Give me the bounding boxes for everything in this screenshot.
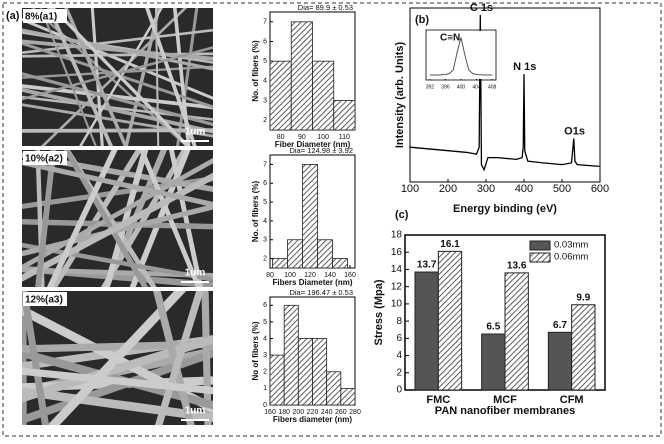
y-tick-label: 12 — [391, 281, 403, 292]
bar — [334, 101, 355, 131]
bar — [291, 22, 312, 130]
value-label: 13.7 — [417, 260, 437, 271]
x-tick-label: 404 — [472, 84, 481, 90]
y-tick-label: 6 — [396, 333, 402, 344]
x-tick-label: 408 — [488, 84, 497, 90]
bar — [313, 339, 327, 405]
bar — [284, 305, 298, 405]
legend-label: 0.06mm — [554, 252, 588, 263]
value-label: 6.5 — [486, 322, 500, 333]
y-tick-label: 14 — [391, 264, 403, 275]
y-axis-label: No. of fibers (%) — [251, 181, 260, 243]
x-axis-label: PAN nanofiber membranes — [435, 405, 575, 417]
y-tick-label: 3 — [263, 352, 267, 359]
annotation: Dia= 196.47 ± 0.53 — [289, 288, 353, 297]
x-tick-label: 600 — [591, 183, 609, 195]
y-tick-label: 0 — [263, 402, 267, 409]
scale-label: 1um — [185, 127, 206, 138]
y-tick-label: 2 — [263, 255, 267, 262]
y-tick-label: 16 — [391, 247, 403, 258]
value-label: 6.7 — [553, 320, 567, 331]
y-axis-label: Stress (Mpa) — [373, 279, 385, 345]
x-axis-label: Fibers diameter (nm) — [273, 415, 352, 424]
y-tick-label: 6 — [263, 180, 267, 187]
bar — [298, 339, 312, 405]
inset-title: C≡N — [440, 33, 460, 44]
bar — [327, 372, 341, 405]
x-tick-label: 300 — [477, 183, 495, 195]
bar — [548, 332, 571, 390]
x-tick-label: 200 — [439, 183, 457, 195]
y-tick-label: 5 — [263, 199, 267, 206]
bar — [273, 259, 288, 268]
scale-label: 1um — [185, 268, 206, 279]
bar — [415, 272, 438, 390]
bar — [572, 305, 595, 390]
legend-swatch — [530, 253, 550, 262]
y-axis-label: No of fibers (%) — [251, 321, 260, 380]
bar — [303, 164, 318, 268]
x-axis-label: Fibers Diameter (nm) — [272, 278, 352, 287]
x-tick-label: 396 — [441, 84, 450, 90]
y-tick-label: 4 — [396, 350, 402, 361]
peak-label: C 1s — [470, 2, 493, 14]
image-label: 10%(a2) — [25, 154, 63, 165]
y-tick-label: 10 — [391, 299, 403, 310]
y-tick-label: 18 — [391, 230, 403, 241]
y-tick-label: 1 — [263, 385, 267, 392]
peak-label: N 1s — [513, 61, 536, 73]
image-label: 8%(a1) — [25, 12, 57, 23]
y-tick-label: 7 — [263, 19, 267, 26]
value-label: 13.6 — [507, 261, 527, 272]
image-label: 12%(a3) — [25, 295, 63, 306]
y-tick-label: 0 — [396, 385, 402, 396]
y-tick-label: 2 — [396, 367, 402, 378]
fiber — [205, 281, 208, 435]
y-tick-label: 4 — [263, 335, 267, 342]
x-axis-label: Energy binding (eV) — [453, 203, 557, 215]
y-tick-label: 4 — [263, 78, 267, 85]
y-tick-label: 6 — [263, 38, 267, 45]
x-tick-label: 400 — [457, 84, 466, 90]
x-tick-label: 400 — [515, 183, 533, 195]
x-tick-label: 392 — [426, 84, 435, 90]
bar — [318, 240, 333, 268]
y-tick-label: 3 — [263, 237, 267, 244]
bar — [313, 61, 334, 130]
x-tick-label: 500 — [553, 183, 571, 195]
y-tick-label: 2 — [263, 117, 267, 124]
y-tick-label: 7 — [263, 161, 267, 168]
panel-label: (c) — [395, 209, 409, 221]
value-label: 9.9 — [576, 292, 590, 303]
y-axis-label: No. of fibers (%) — [251, 40, 260, 102]
bar — [270, 61, 291, 130]
y-tick-label: 2 — [263, 369, 267, 376]
legend-swatch — [530, 241, 550, 250]
annotation: Dia= 89.9 ± 0.53 — [298, 3, 353, 12]
bar — [341, 388, 355, 405]
y-tick-label: 3 — [263, 97, 267, 104]
bar — [438, 251, 461, 390]
annotation: Dia= 124.98 ± 3.92 — [289, 146, 353, 155]
x-tick-label: 100 — [401, 183, 419, 195]
panel-label: (a) — [6, 10, 20, 22]
y-tick-label: 6 — [263, 302, 267, 309]
sem-images: 8%(a1) 1um 10%(a2) 1um 12%(a3) 1um — [12, 0, 223, 435]
value-label: 16.1 — [440, 239, 460, 250]
bar — [333, 259, 348, 268]
y-axis-label: Intensity (arb. Units) — [394, 41, 406, 148]
bar — [482, 334, 505, 390]
bar — [505, 273, 528, 390]
bar — [288, 240, 303, 268]
y-tick-label: 4 — [263, 218, 267, 225]
panel-label: (b) — [415, 14, 429, 26]
scale-label: 1um — [185, 406, 206, 417]
y-tick-label: 5 — [263, 58, 267, 65]
peak-label: O1s — [564, 125, 585, 137]
y-tick-label: 5 — [263, 319, 267, 326]
bar — [270, 355, 284, 405]
legend-label: 0.03mm — [554, 240, 588, 251]
y-tick-label: 8 — [396, 316, 402, 327]
